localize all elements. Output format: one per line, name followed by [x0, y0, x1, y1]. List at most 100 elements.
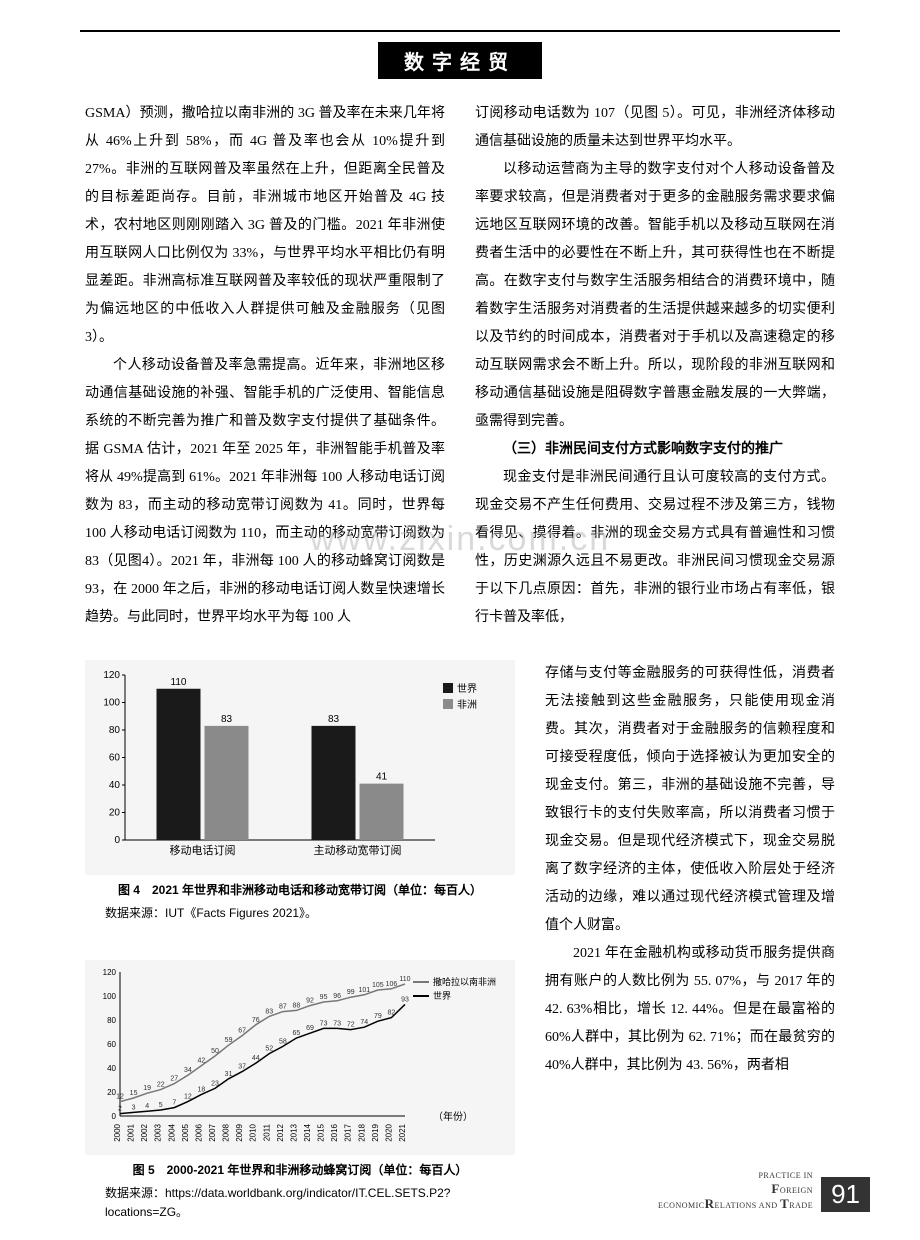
svg-text:65: 65: [293, 1030, 301, 1037]
right-lower-para-2: 2021 年在金融机构或移动货币服务提供商拥有账户的人数比例为 55. 07%，…: [545, 940, 835, 1080]
svg-text:2014: 2014: [303, 1123, 312, 1141]
svg-text:15: 15: [130, 1090, 138, 1097]
top-rule: [80, 30, 840, 32]
figure-4-source: 数据来源：IUT《Facts Figures 2021》。: [85, 904, 515, 923]
svg-text:31: 31: [225, 1071, 233, 1078]
svg-text:92: 92: [306, 998, 314, 1005]
svg-text:7: 7: [172, 1100, 176, 1107]
svg-text:2016: 2016: [330, 1123, 339, 1141]
svg-text:（年份）: （年份）: [433, 1110, 473, 1123]
svg-text:60: 60: [107, 1040, 116, 1049]
figure-5-caption: 图 5 2000-2021 年世界和非洲移动蜂窝订阅（单位：每百人）: [85, 1161, 515, 1180]
svg-text:37: 37: [238, 1064, 246, 1071]
svg-text:2004: 2004: [167, 1123, 176, 1141]
svg-text:60: 60: [109, 753, 121, 764]
svg-text:撒哈拉以南非洲: 撒哈拉以南非洲: [433, 976, 496, 987]
section-badge: 数字经贸: [378, 42, 542, 79]
right-lower-column: 存储与支付等金融服务的可获得性低，消费者无法接触到这些金融服务，只能使用现金消费…: [545, 660, 835, 1080]
svg-text:74: 74: [360, 1019, 368, 1026]
svg-text:67: 67: [238, 1028, 246, 1035]
svg-text:2005: 2005: [181, 1123, 190, 1141]
svg-text:59: 59: [225, 1037, 233, 1044]
right-para-1: 订阅移动电话数为 107（见图 5）。可见，非洲经济体移动通信基础设施的质量未达…: [475, 100, 835, 156]
svg-text:19: 19: [143, 1085, 151, 1092]
svg-text:73: 73: [333, 1020, 341, 1027]
svg-text:23: 23: [211, 1080, 219, 1087]
svg-text:34: 34: [184, 1067, 192, 1074]
left-column: GSMA）预测，撒哈拉以南非洲的 3G 普及率在未来几年将从 46%上升到 58…: [85, 100, 445, 632]
page-content: GSMA）预测，撒哈拉以南非洲的 3G 普及率在未来几年将从 46%上升到 58…: [85, 100, 835, 1160]
figure-4: 02040608010012011083移动电话订阅8341主动移动宽带订阅世界…: [85, 660, 515, 923]
svg-text:41: 41: [376, 772, 388, 783]
svg-text:83: 83: [328, 714, 340, 725]
svg-text:2017: 2017: [344, 1123, 353, 1141]
svg-text:69: 69: [306, 1025, 314, 1032]
svg-text:100: 100: [103, 992, 117, 1001]
svg-text:42: 42: [198, 1058, 206, 1065]
svg-text:2007: 2007: [208, 1123, 217, 1141]
left-para-1: GSMA）预测，撒哈拉以南非洲的 3G 普及率在未来几年将从 46%上升到 58…: [85, 100, 445, 352]
svg-text:88: 88: [293, 1002, 301, 1009]
right-para-3: 现金支付是非洲民间通行且认可度较高的支付方式。现金交易不产生任何费用、交易过程不…: [475, 464, 835, 632]
svg-text:83: 83: [265, 1008, 273, 1015]
figure-4-caption: 图 4 2021 年世界和非洲移动电话和移动宽带订阅（单位：每百人）: [85, 881, 515, 900]
svg-text:2011: 2011: [262, 1123, 271, 1141]
figure-4-plot: 02040608010012011083移动电话订阅8341主动移动宽带订阅世界…: [85, 660, 515, 875]
svg-text:0: 0: [114, 835, 120, 846]
svg-text:18: 18: [198, 1086, 206, 1093]
svg-text:3: 3: [132, 1104, 136, 1111]
svg-text:12: 12: [116, 1094, 124, 1101]
svg-text:99: 99: [347, 989, 355, 996]
svg-text:52: 52: [265, 1046, 273, 1053]
svg-text:40: 40: [109, 780, 121, 791]
svg-text:2021: 2021: [398, 1123, 407, 1141]
svg-text:58: 58: [279, 1038, 287, 1045]
svg-text:2018: 2018: [357, 1123, 366, 1141]
svg-text:0: 0: [112, 1112, 117, 1121]
svg-text:83: 83: [221, 714, 233, 725]
subsection-heading: （三）非洲民间支付方式影响数字支付的推广: [475, 436, 835, 464]
svg-text:87: 87: [279, 1004, 287, 1011]
svg-text:2012: 2012: [276, 1123, 285, 1141]
page-number: 91: [821, 1177, 870, 1212]
svg-text:主动移动宽带订阅: 主动移动宽带订阅: [314, 843, 402, 857]
svg-text:2000: 2000: [113, 1123, 122, 1141]
svg-text:2010: 2010: [249, 1123, 258, 1141]
svg-text:20: 20: [109, 808, 121, 819]
svg-text:50: 50: [211, 1048, 219, 1055]
page-footer: PRACTICE IN FOREIGN ECONOMICRELATIONS AN…: [658, 1171, 870, 1212]
svg-text:95: 95: [320, 994, 328, 1001]
right-column: 订阅移动电话数为 107（见图 5）。可见，非洲经济体移动通信基础设施的质量未达…: [475, 100, 835, 632]
svg-text:106: 106: [386, 981, 398, 988]
svg-text:非洲: 非洲: [457, 699, 477, 711]
svg-text:73: 73: [320, 1020, 328, 1027]
svg-text:世界: 世界: [433, 990, 451, 1001]
svg-text:2003: 2003: [154, 1123, 163, 1141]
svg-text:4: 4: [145, 1103, 149, 1110]
svg-text:80: 80: [109, 725, 121, 736]
svg-text:5: 5: [159, 1102, 163, 1109]
svg-text:22: 22: [157, 1082, 165, 1089]
svg-text:移动电话订阅: 移动电话订阅: [170, 844, 236, 857]
svg-text:100: 100: [103, 698, 120, 709]
svg-text:105: 105: [372, 982, 384, 989]
svg-text:44: 44: [252, 1055, 260, 1062]
svg-text:2002: 2002: [140, 1123, 149, 1141]
svg-text:96: 96: [333, 993, 341, 1000]
svg-text:12: 12: [184, 1094, 192, 1101]
svg-text:110: 110: [171, 677, 187, 688]
svg-text:93: 93: [401, 996, 409, 1003]
svg-text:2006: 2006: [194, 1123, 203, 1141]
svg-text:110: 110: [399, 976, 410, 983]
figure-5: 0204060801001202000200120022003200420052…: [85, 960, 515, 1223]
right-para-2: 以移动运营商为主导的数字支付对个人移动设备普及率要求较高，但是消费者对于更多的金…: [475, 156, 835, 436]
svg-text:101: 101: [358, 987, 370, 994]
svg-text:40: 40: [107, 1064, 116, 1073]
journal-mark: PRACTICE IN FOREIGN ECONOMICRELATIONS AN…: [658, 1171, 813, 1212]
right-lower-para-1: 存储与支付等金融服务的可获得性低，消费者无法接触到这些金融服务，只能使用现金消费…: [545, 660, 835, 940]
svg-text:2001: 2001: [127, 1123, 136, 1141]
svg-text:2008: 2008: [222, 1123, 231, 1141]
svg-text:76: 76: [252, 1017, 260, 1024]
figure-5-plot: 0204060801001202000200120022003200420052…: [85, 960, 515, 1155]
figure-5-source: 数据来源：https://data.worldbank.org/indicato…: [85, 1184, 515, 1222]
